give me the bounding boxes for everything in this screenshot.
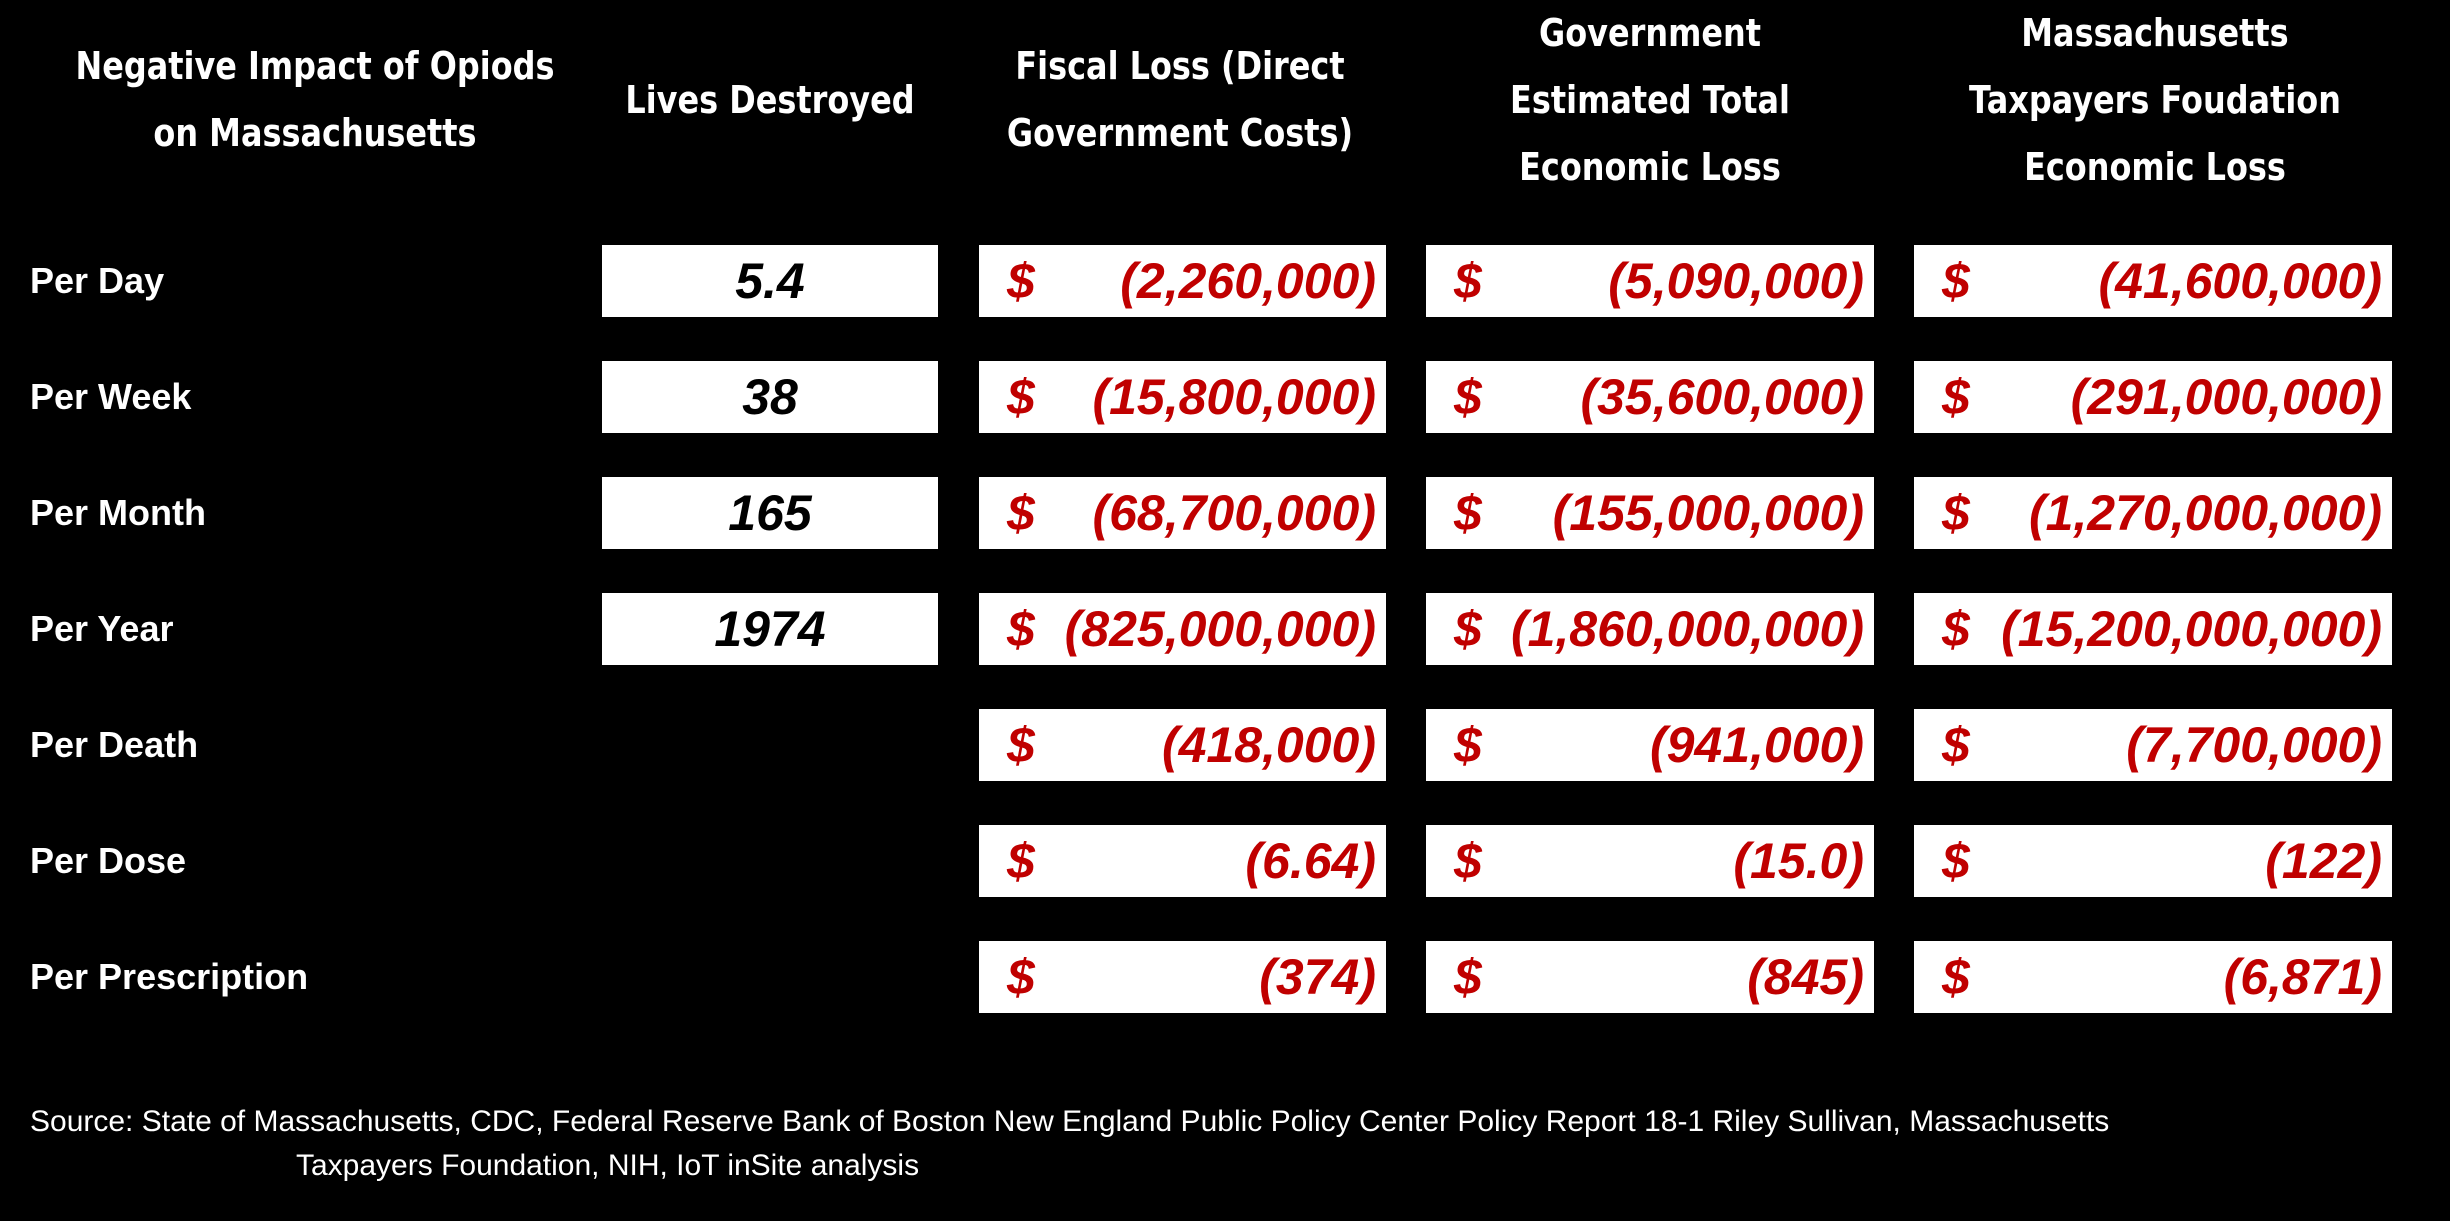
currency-symbol: $ <box>1454 369 1482 425</box>
source-line-1: Source: State of Massachusetts, CDC, Fed… <box>30 1105 2110 1138</box>
mtf-loss-per-day: $ (41,600,000) <box>1914 245 2392 317</box>
mtf-loss-value: (291,000,000) <box>2070 369 2382 425</box>
row-label-per-prescription: Per Prescription <box>30 956 309 997</box>
gov-loss-value: (35,600,000) <box>1580 369 1864 425</box>
currency-symbol: $ <box>1454 485 1482 541</box>
gov-loss-per-day: $ (5,090,000) <box>1426 245 1874 317</box>
currency-symbol: $ <box>1007 485 1035 541</box>
fiscal-loss-value: (825,000,000) <box>1064 601 1376 657</box>
currency-symbol: $ <box>1942 253 1970 309</box>
lives-per-year: 1974 <box>602 593 938 665</box>
source-note: Source: State of Massachusetts, CDC, Fed… <box>30 1100 2230 1188</box>
mtf-loss-per-dose: $ (122) <box>1914 825 2392 897</box>
currency-symbol: $ <box>1942 485 1970 541</box>
row-label-per-year: Per Year <box>30 608 174 649</box>
source-line-2: Taxpayers Foundation, NIH, IoT inSite an… <box>296 1149 920 1182</box>
fiscal-loss-value: (374) <box>1259 949 1376 1005</box>
mtf-loss-per-week: $ (291,000,000) <box>1914 361 2392 433</box>
gov-loss-per-month: $ (155,000,000) <box>1426 477 1874 549</box>
header-fiscal-loss: Fiscal Loss (Direct Government Costs) <box>1006 44 1354 155</box>
fiscal-loss-per-death: $ (418,000) <box>979 709 1386 781</box>
mtf-loss-per-prescription: $ (6,871) <box>1914 941 2392 1013</box>
currency-symbol: $ <box>1942 369 1970 425</box>
mtf-loss-value: (1,270,000,000) <box>2028 485 2382 541</box>
row-label-per-week: Per Week <box>30 376 192 417</box>
gov-loss-value: (845) <box>1747 949 1864 1005</box>
lives-per-day: 5.4 <box>602 245 938 317</box>
currency-symbol: $ <box>1454 949 1482 1005</box>
fiscal-loss-value: (2,260,000) <box>1120 253 1376 309</box>
fiscal-loss-per-month: $ (68,700,000) <box>979 477 1386 549</box>
currency-symbol: $ <box>1007 949 1035 1005</box>
fiscal-loss-per-year: $ (825,000,000) <box>979 593 1386 665</box>
fiscal-loss-per-week: $ (15,800,000) <box>979 361 1386 433</box>
fiscal-loss-value: (6.64) <box>1245 833 1376 889</box>
row-label-per-day: Per Day <box>30 260 165 301</box>
mtf-loss-value: (122) <box>2265 833 2382 889</box>
lives-per-week: 38 <box>602 361 938 433</box>
currency-symbol: $ <box>1007 833 1035 889</box>
currency-symbol: $ <box>1942 949 1970 1005</box>
currency-symbol: $ <box>1007 253 1035 309</box>
currency-symbol: $ <box>1454 833 1482 889</box>
currency-symbol: $ <box>1007 601 1035 657</box>
gov-loss-per-death: $ (941,000) <box>1426 709 1874 781</box>
mtf-loss-per-year: $ (15,200,000,000) <box>1914 593 2392 665</box>
gov-loss-value: (5,090,000) <box>1608 253 1864 309</box>
fiscal-loss-value: (68,700,000) <box>1092 485 1376 541</box>
gov-loss-per-week: $ (35,600,000) <box>1426 361 1874 433</box>
gov-loss-value: (15.0) <box>1733 833 1864 889</box>
fiscal-loss-value: (418,000) <box>1161 717 1376 773</box>
mtf-loss-value: (41,600,000) <box>2098 253 2382 309</box>
currency-symbol: $ <box>1007 717 1035 773</box>
header-lives-destroyed: Lives Destroyed <box>625 77 915 122</box>
currency-symbol: $ <box>1942 601 1970 657</box>
currency-symbol: $ <box>1942 833 1970 889</box>
gov-loss-value: (941,000) <box>1649 717 1864 773</box>
mtf-loss-per-month: $ (1,270,000,000) <box>1914 477 2392 549</box>
gov-loss-value: (155,000,000) <box>1552 485 1864 541</box>
currency-symbol: $ <box>1942 717 1970 773</box>
currency-symbol: $ <box>1454 601 1482 657</box>
mtf-loss-value: (7,700,000) <box>2126 717 2382 773</box>
currency-symbol: $ <box>1007 369 1035 425</box>
fiscal-loss-per-prescription: $ (374) <box>979 941 1386 1013</box>
gov-loss-per-prescription: $ (845) <box>1426 941 1874 1013</box>
row-label-per-death: Per Death <box>30 724 199 765</box>
gov-loss-per-dose: $ (15.0) <box>1426 825 1874 897</box>
header-negative-impact: Negative Impact of Opiods on Massachuset… <box>75 44 555 155</box>
row-label-per-month: Per Month <box>30 492 206 533</box>
fiscal-loss-per-day: $ (2,260,000) <box>979 245 1386 317</box>
fiscal-loss-per-dose: $ (6.64) <box>979 825 1386 897</box>
mtf-loss-value: (15,200,000,000) <box>2001 601 2382 657</box>
currency-symbol: $ <box>1454 717 1482 773</box>
mtf-loss-per-death: $ (7,700,000) <box>1914 709 2392 781</box>
gov-loss-per-year: $ (1,860,000,000) <box>1426 593 1874 665</box>
mtf-loss-value: (6,871) <box>2223 949 2382 1005</box>
header-government-economic-loss: Government Estimated Total Economic Loss <box>1510 10 1790 189</box>
row-label-per-dose: Per Dose <box>30 840 187 881</box>
gov-loss-value: (1,860,000,000) <box>1510 601 1864 657</box>
header-mtf-economic-loss: Massachusetts Taxpayers Foudation Econom… <box>1969 10 2341 189</box>
lives-per-month: 165 <box>602 477 938 549</box>
currency-symbol: $ <box>1454 253 1482 309</box>
fiscal-loss-value: (15,800,000) <box>1092 369 1376 425</box>
